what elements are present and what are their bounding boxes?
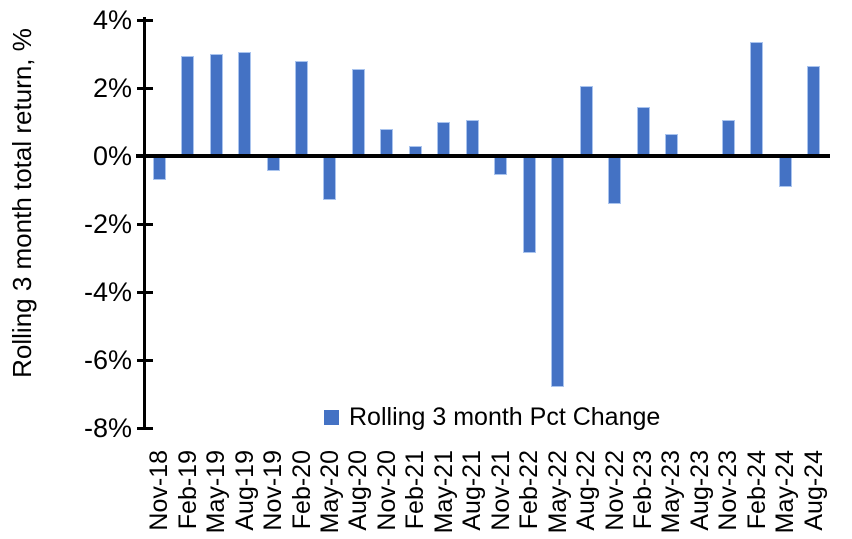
y-tick-label: 4%	[92, 5, 132, 35]
x-tick-label-Aug-22: Aug-22	[572, 450, 601, 531]
x-tick-label-May-24: May-24	[771, 450, 800, 534]
legend-label: Rolling 3 month Pct Change	[349, 403, 661, 431]
x-tick-label-Feb-20: Feb-20	[287, 450, 316, 530]
legend-swatch-icon	[324, 410, 339, 425]
y-tick-label: -4%	[83, 277, 132, 307]
x-tick-label-Nov-21: Nov-21	[486, 450, 515, 531]
bar-May-21	[437, 122, 451, 156]
x-tick-label-May-22: May-22	[543, 450, 572, 534]
y-tick-mark	[137, 290, 153, 294]
x-tick-label-Aug-19: Aug-19	[230, 450, 259, 531]
bar-Aug-19	[238, 52, 252, 156]
x-tick-label-May-20: May-20	[315, 450, 344, 534]
bar-Nov-22	[608, 156, 622, 204]
bar-Feb-22	[522, 156, 536, 253]
bar-Nov-18	[152, 156, 166, 180]
y-axis-title: Rolling 3 month total return, %	[7, 28, 37, 378]
legend: Rolling 3 month Pct Change	[324, 403, 660, 432]
y-tick-label: 2%	[92, 73, 132, 103]
bar-Feb-19	[181, 55, 195, 156]
bar-Nov-20	[380, 128, 394, 156]
x-tick-label-Feb-21: Feb-21	[401, 450, 430, 530]
x-tick-label-Feb-22: Feb-22	[515, 450, 544, 530]
y-tick-mark	[137, 18, 153, 22]
x-tick-label-Nov-18: Nov-18	[145, 450, 174, 531]
x-tick-label-May-19: May-19	[202, 450, 231, 534]
y-tick-mark	[137, 426, 153, 430]
bar-May-23	[664, 133, 678, 156]
y-tick-label: -6%	[83, 345, 132, 375]
bar-May-22	[551, 156, 565, 388]
bar-Aug-24	[807, 65, 821, 156]
x-tick-label-Feb-23: Feb-23	[629, 450, 658, 530]
bar-Aug-20	[351, 69, 365, 156]
x-tick-label-Nov-20: Nov-20	[372, 450, 401, 531]
bar-Feb-23	[636, 106, 650, 156]
bar-May-19	[209, 54, 223, 156]
x-tick-label-Aug-24: Aug-24	[799, 450, 828, 531]
bar-Feb-20	[295, 60, 309, 156]
bar-Aug-21	[465, 120, 479, 156]
x-tick-label-Nov-22: Nov-22	[600, 450, 629, 531]
x-tick-label-May-21: May-21	[429, 450, 458, 534]
bar-Feb-24	[750, 42, 764, 156]
y-tick-mark	[137, 86, 153, 90]
y-tick-label: -2%	[83, 209, 132, 239]
bar-Aug-22	[579, 86, 593, 156]
bar-Nov-19	[266, 156, 280, 172]
bar-May-24	[778, 156, 792, 187]
y-tick-label: 0%	[92, 141, 132, 171]
zero-baseline	[136, 154, 830, 158]
y-tick-mark	[137, 154, 153, 158]
x-tick-label-Nov-23: Nov-23	[714, 450, 743, 531]
y-tick-mark	[137, 222, 153, 226]
bar-Nov-21	[494, 156, 508, 175]
bar-May-20	[323, 156, 337, 201]
x-tick-label-Aug-20: Aug-20	[344, 450, 373, 531]
x-tick-label-Feb-24: Feb-24	[742, 450, 771, 530]
y-tick-label: -8%	[83, 413, 132, 443]
x-tick-label-Aug-21: Aug-21	[458, 450, 487, 531]
x-tick-label-Feb-19: Feb-19	[173, 450, 202, 530]
bar-Nov-23	[721, 120, 735, 156]
x-tick-label-May-23: May-23	[657, 450, 686, 534]
y-tick-mark	[137, 358, 153, 362]
x-tick-label-Aug-23: Aug-23	[685, 450, 714, 531]
x-tick-label-Nov-19: Nov-19	[259, 450, 288, 531]
